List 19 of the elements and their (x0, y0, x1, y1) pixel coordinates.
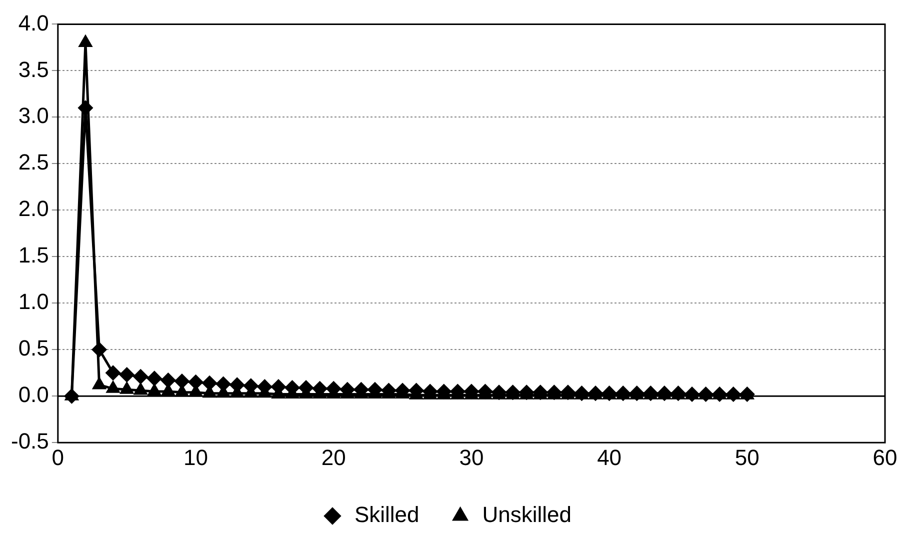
y-tick-label: 2.5 (18, 150, 49, 175)
y-tick-label: 0.5 (18, 336, 49, 361)
legend-label: Skilled (354, 502, 420, 528)
y-tick-label: 0.0 (18, 382, 49, 408)
x-tick-label: 0 (52, 444, 64, 470)
x-tick-label: 40 (597, 444, 622, 470)
x-tick-label: 20 (321, 444, 346, 470)
y-tick-label: 1.0 (18, 289, 49, 314)
y-tick-label: 3.0 (18, 103, 49, 128)
y-tick-label: 2.0 (18, 196, 49, 222)
y-tick-label: 3.5 (18, 56, 49, 82)
y-tick-label: 1.5 (18, 242, 49, 268)
y-tick-label: -0.5 (10, 428, 49, 454)
x-tick-label: 60 (872, 444, 898, 470)
x-tick-label: 50 (734, 444, 760, 470)
x-tick-label: 10 (184, 444, 208, 470)
x-tick-label: 30 (459, 444, 484, 470)
y-tick-label: 4.0 (18, 10, 49, 36)
legend-label: Unskilled (482, 502, 572, 528)
